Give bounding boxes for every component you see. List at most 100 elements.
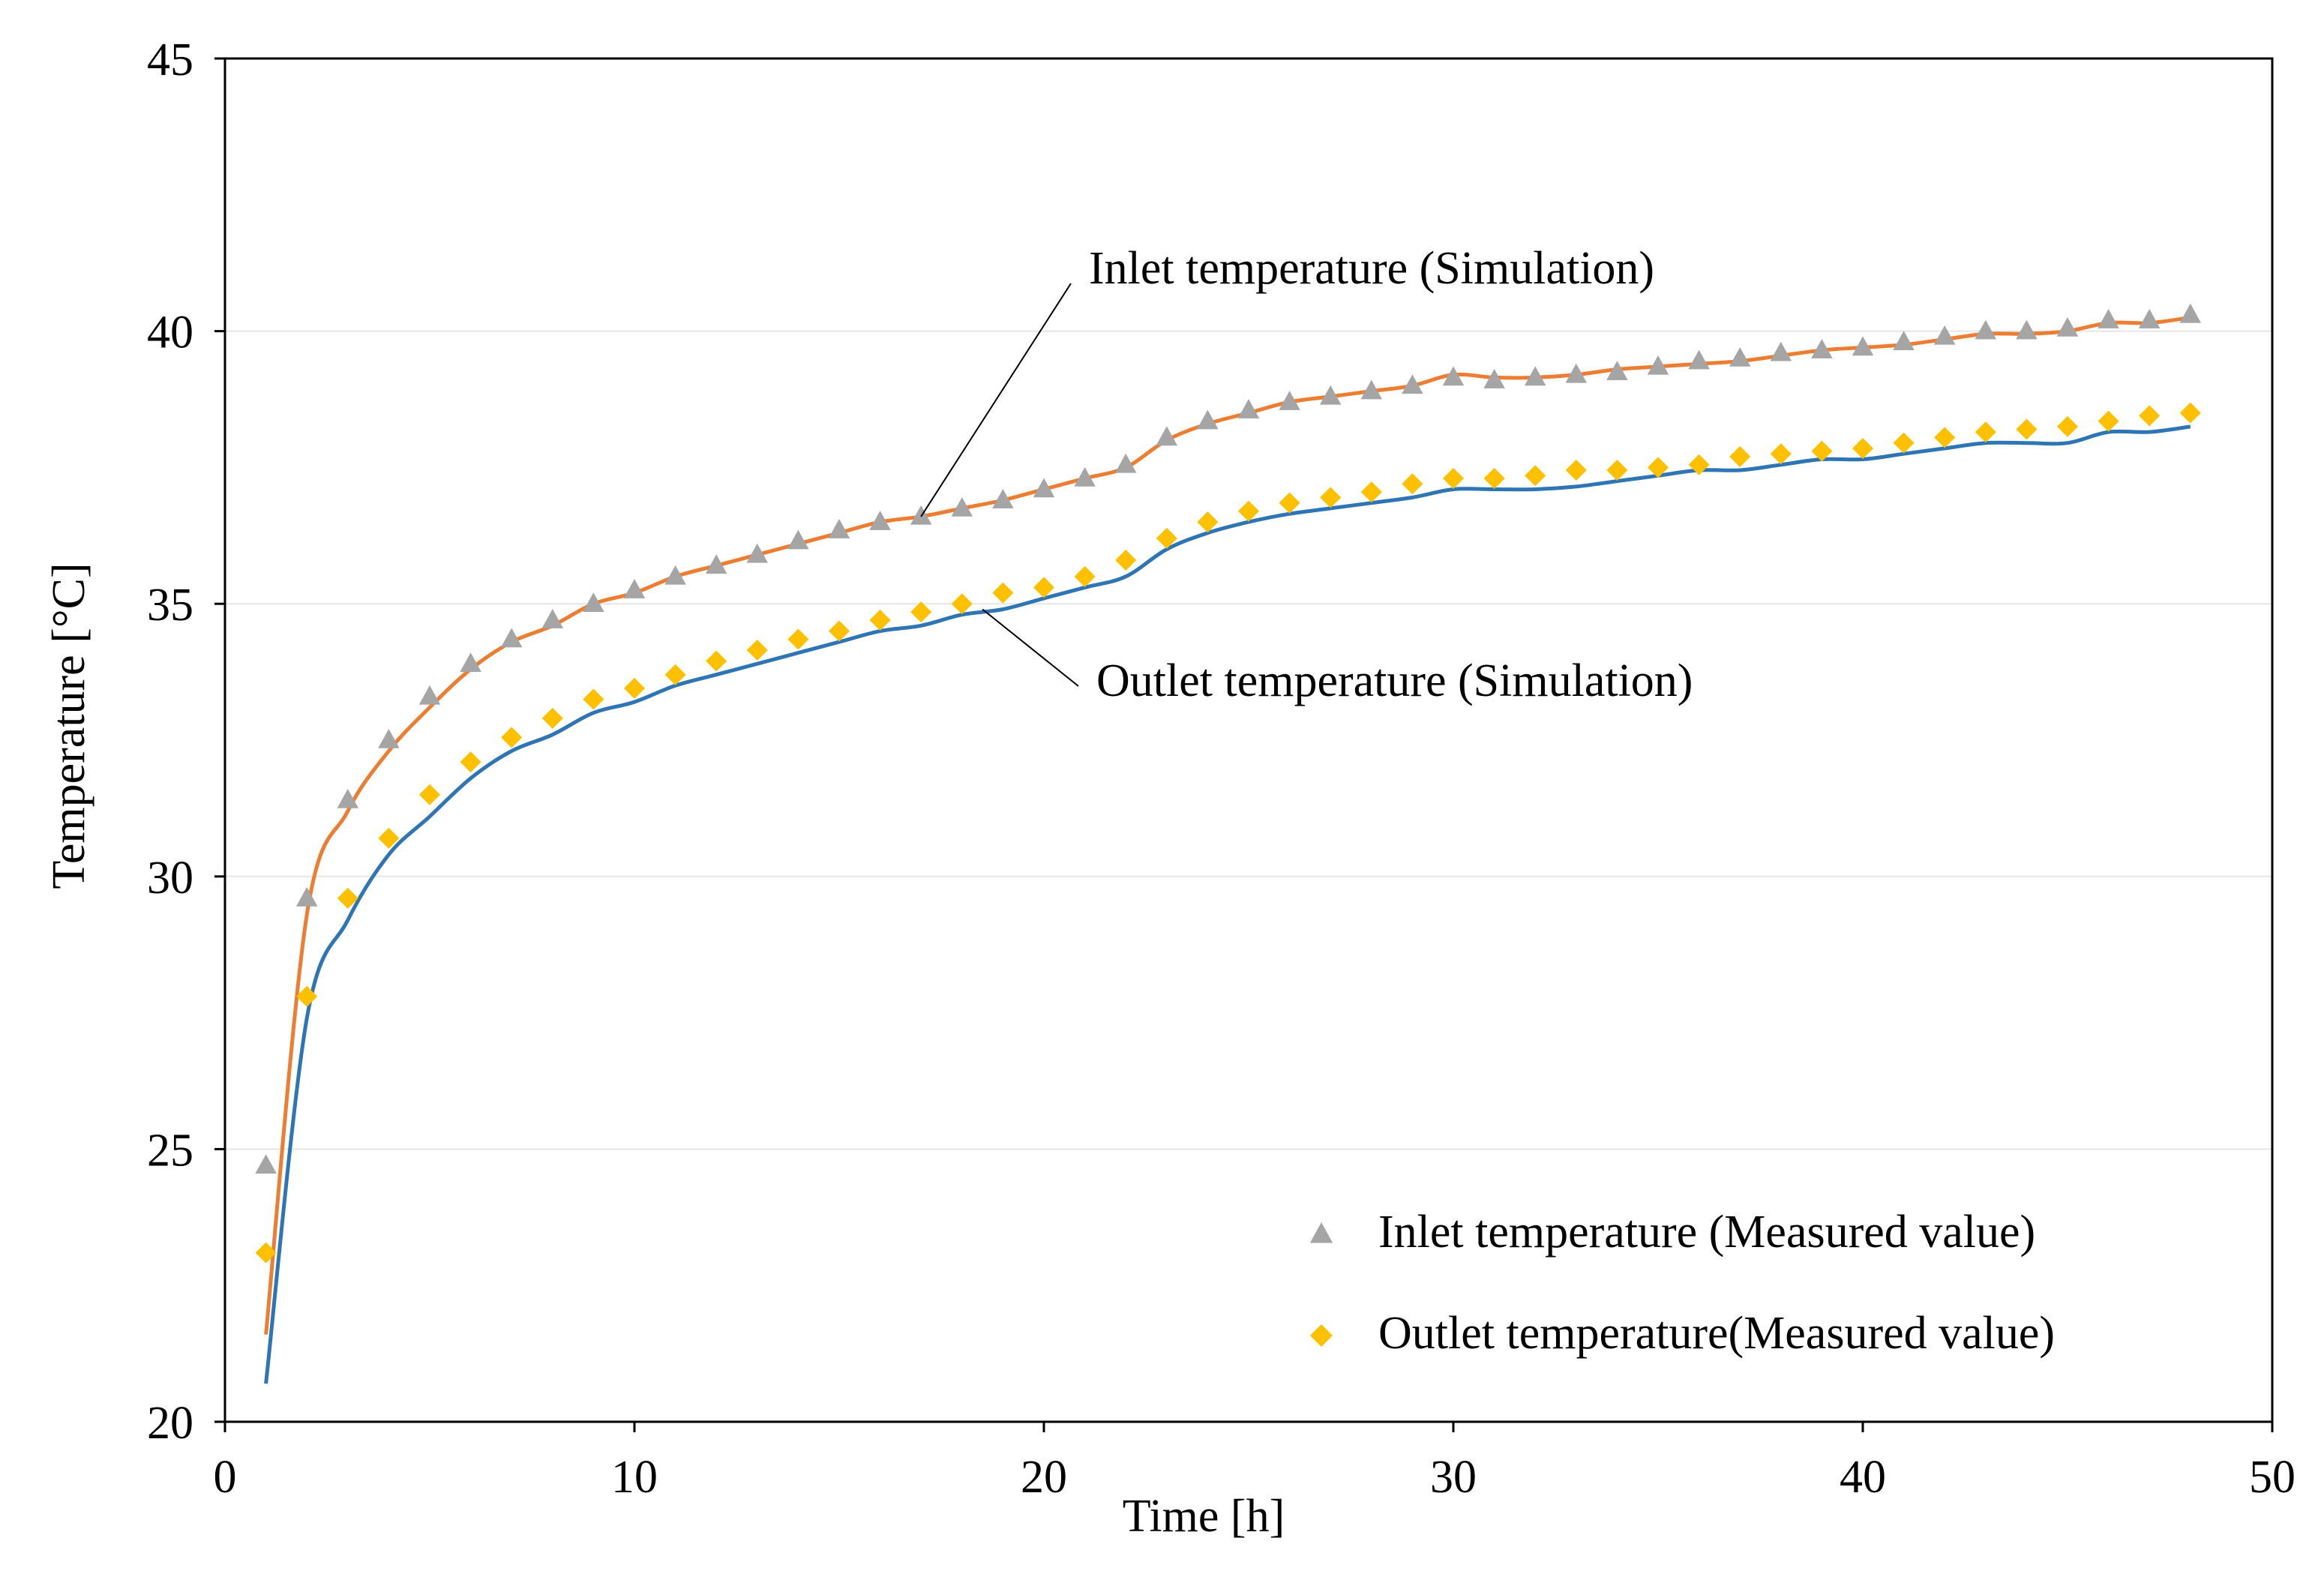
marker-outlet-measured [829,620,850,642]
marker-outlet-measured [1975,421,1996,443]
marker-outlet-measured [1606,460,1628,481]
marker-inlet-measured [1074,466,1096,487]
line-inlet-simulation [264,315,2191,1335]
marker-inlet-measured [910,505,932,525]
marker-inlet-measured [1524,366,1546,386]
marker-inlet-measured [1279,391,1300,410]
marker-inlet-measured [418,685,441,705]
marker-inlet-measured [828,519,850,538]
marker-inlet-measured [1975,319,1997,340]
series [255,303,2202,1384]
marker-outlet-measured [1156,527,1177,549]
legend-label-outlet: Outlet temperature(Measured value) [1378,1308,2055,1359]
marker-inlet-measured [1893,331,1915,350]
marker-outlet-measured [1238,500,1259,522]
marker-outlet-measured [1197,511,1219,533]
marker-inlet-measured [1606,361,1628,380]
marker-outlet-measured [1525,465,1546,487]
marker-inlet-measured [1402,374,1423,394]
y-tick-label: 35 [147,580,193,631]
marker-inlet-measured [2179,303,2202,323]
marker-outlet-measured [992,582,1014,604]
marker-outlet-measured [2179,402,2201,424]
legend-diamond-marker [1310,1324,1333,1347]
marker-inlet-measured [460,652,481,672]
marker-outlet-measured [1770,443,1792,465]
marker-outlet-measured [1074,565,1096,587]
tick-labels: 0 10 20 30 40 50 20 25 30 35 40 45 [147,34,2296,1503]
marker-outlet-measured [1115,550,1137,571]
marker-outlet-measured [1443,467,1464,489]
marker-outlet-measured [2016,418,2038,440]
marker-outlet-measured [1688,454,1710,475]
x-tick-label: 0 [214,1452,237,1503]
axes [214,57,2274,1432]
annotations: Inlet temperature (Simulation) Outlet tem… [920,243,1693,706]
marker-inlet-measured [1442,366,1465,386]
marker-inlet-measured [746,543,769,563]
marker-inlet-measured [1647,355,1669,375]
marker-outlet-measured [337,887,358,909]
x-tick-label: 50 [2249,1452,2296,1503]
marker-inlet-measured [1114,453,1137,473]
annotation-leader-inlet [920,283,1072,517]
marker-inlet-measured [1933,325,1956,345]
marker-outlet-measured [1483,467,1505,489]
marker-inlet-measured [1483,369,1505,388]
marker-outlet-measured [910,601,932,623]
marker-outlet-measured [460,751,481,773]
legend-triangle-marker [1309,1222,1333,1243]
gridlines [225,330,2272,1150]
marker-outlet-measured [664,664,686,685]
marker-outlet-measured [951,593,973,615]
marker-inlet-measured [255,1154,277,1174]
legend-label-inlet: Inlet temperature (Measured value) [1378,1207,2035,1258]
marker-inlet-measured [1852,336,1874,356]
marker-outlet-measured [1934,427,1956,448]
annotation-inlet-simulation: Inlet temperature (Simulation) [1089,243,1654,294]
marker-inlet-measured [2138,309,2161,328]
marker-inlet-measured [623,579,646,598]
marker-inlet-measured [1156,426,1178,446]
marker-inlet-measured [1688,349,1710,370]
marker-outlet-measured [746,640,768,661]
marker-outlet-measured [1320,487,1342,508]
marker-inlet-measured [337,788,359,808]
marker-inlet-measured [2098,309,2119,328]
annotation-outlet-simulation: Outlet temperature (Simulation) [1096,655,1693,706]
marker-outlet-measured [1402,473,1423,495]
marker-inlet-measured [664,565,686,585]
marker-outlet-measured [1279,492,1300,514]
marker-inlet-measured [705,554,727,574]
annotation-leader-outlet [982,608,1079,687]
plot-frame [223,57,2274,1423]
marker-inlet-measured [1197,409,1219,430]
marker-inlet-measured [869,511,891,530]
x-tick-label: 30 [1430,1452,1477,1503]
x-tick-label: 20 [1021,1452,1067,1503]
marker-inlet-measured [2056,316,2079,337]
marker-inlet-measured [951,496,973,517]
marker-inlet-measured [1565,363,1588,383]
marker-outlet-measured [378,827,400,849]
y-tick-label: 20 [147,1398,193,1449]
x-tick-label: 40 [1840,1452,1886,1503]
marker-inlet-measured [583,592,604,612]
marker-outlet-measured [1852,437,1873,459]
y-tick-label: 40 [147,307,193,358]
marker-outlet-measured [1648,457,1669,478]
marker-outlet-measured [1565,460,1587,481]
marker-inlet-measured [992,489,1014,508]
marker-inlet-measured [541,609,564,628]
marker-inlet-measured [1770,341,1792,361]
marker-outlet-measured [2098,410,2119,432]
marker-outlet-measured [255,1242,277,1264]
y-tick-label: 45 [147,34,193,85]
legend: Inlet temperature (Measured value) Outle… [1309,1207,2055,1359]
marker-inlet-measured [378,729,400,748]
x-axis-title: Time [h] [1123,1491,1285,1542]
marker-inlet-measured [1319,385,1342,405]
marker-outlet-measured [296,985,318,1007]
marker-inlet-measured [1811,339,1833,358]
